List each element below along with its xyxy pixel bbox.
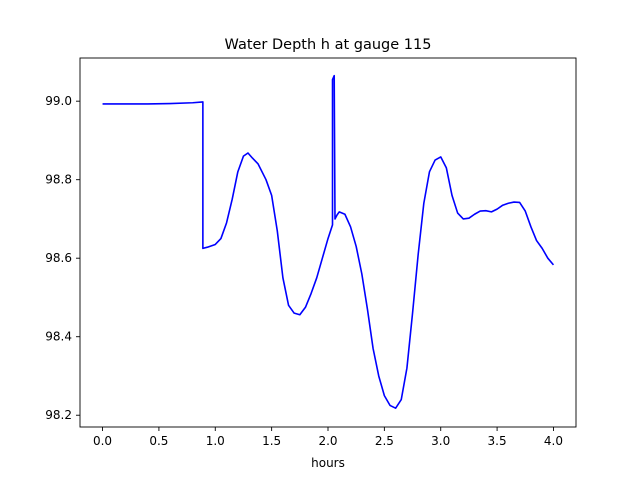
y-tick-label-3: 98.8 bbox=[45, 173, 72, 187]
y-tick-label-1: 98.4 bbox=[45, 330, 72, 344]
x-tick-label-0: 0.0 bbox=[93, 434, 112, 448]
x-tick-label-4: 2.0 bbox=[318, 434, 337, 448]
x-tick-label-7: 3.5 bbox=[488, 434, 507, 448]
x-tick-label-3: 1.5 bbox=[262, 434, 281, 448]
y-tick-label-4: 99.0 bbox=[45, 94, 72, 108]
x-tick-label-5: 2.5 bbox=[375, 434, 394, 448]
x-axis-label: hours bbox=[311, 456, 345, 470]
plot-area: 0.0 0.5 1.0 1.5 2.0 2.5 3.0 3.5 4.0 98.2 98.4 98.6 9… bbox=[45, 57, 577, 448]
x-tick-label-2: 1.0 bbox=[206, 434, 225, 448]
y-tick-label-2: 98.6 bbox=[45, 251, 72, 265]
x-tick-label-6: 3.0 bbox=[431, 434, 450, 448]
series-line-0 bbox=[102, 74, 555, 409]
x-tick-label-8: 4.0 bbox=[544, 434, 563, 448]
x-tick-label-1: 0.5 bbox=[149, 434, 168, 448]
chart-title: Water Depth h at gauge 115 bbox=[225, 37, 432, 53]
y-tick-label-0: 98.2 bbox=[45, 408, 72, 422]
